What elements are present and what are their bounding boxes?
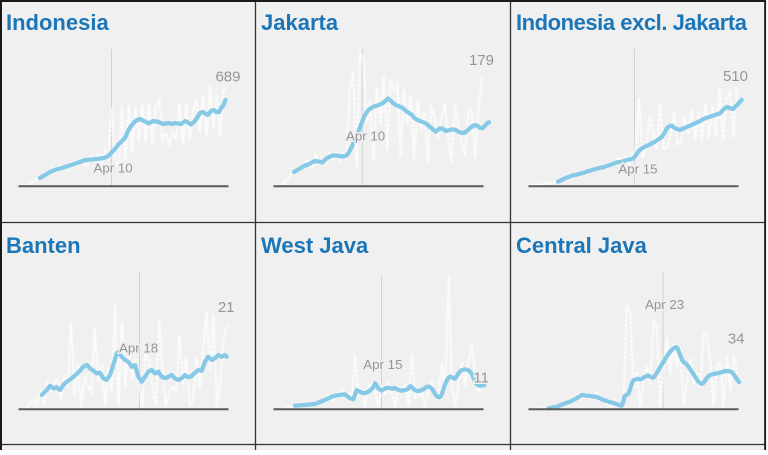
- svg-text:West Java: West Java: [261, 233, 369, 258]
- svg-text:Apr 10: Apr 10: [94, 161, 133, 176]
- svg-text:11: 11: [473, 370, 489, 387]
- svg-text:Indonesia excl. Jakarta: Indonesia excl. Jakarta: [516, 10, 748, 35]
- svg-text:Banten: Banten: [6, 233, 81, 258]
- svg-text:Indonesia: Indonesia: [6, 10, 109, 35]
- svg-text:21: 21: [218, 299, 235, 316]
- svg-text:Apr 15: Apr 15: [618, 162, 657, 177]
- svg-text:Jakarta: Jakarta: [261, 10, 339, 35]
- svg-text:Central Java: Central Java: [516, 233, 648, 258]
- svg-text:510: 510: [723, 68, 748, 85]
- svg-text:179: 179: [469, 52, 494, 69]
- svg-text:Apr 18: Apr 18: [119, 341, 158, 356]
- svg-text:Apr 10: Apr 10: [346, 129, 385, 144]
- svg-text:Apr 23: Apr 23: [645, 297, 684, 312]
- svg-text:689: 689: [215, 69, 240, 86]
- svg-text:Apr 15: Apr 15: [363, 357, 402, 372]
- svg-text:34: 34: [728, 331, 745, 348]
